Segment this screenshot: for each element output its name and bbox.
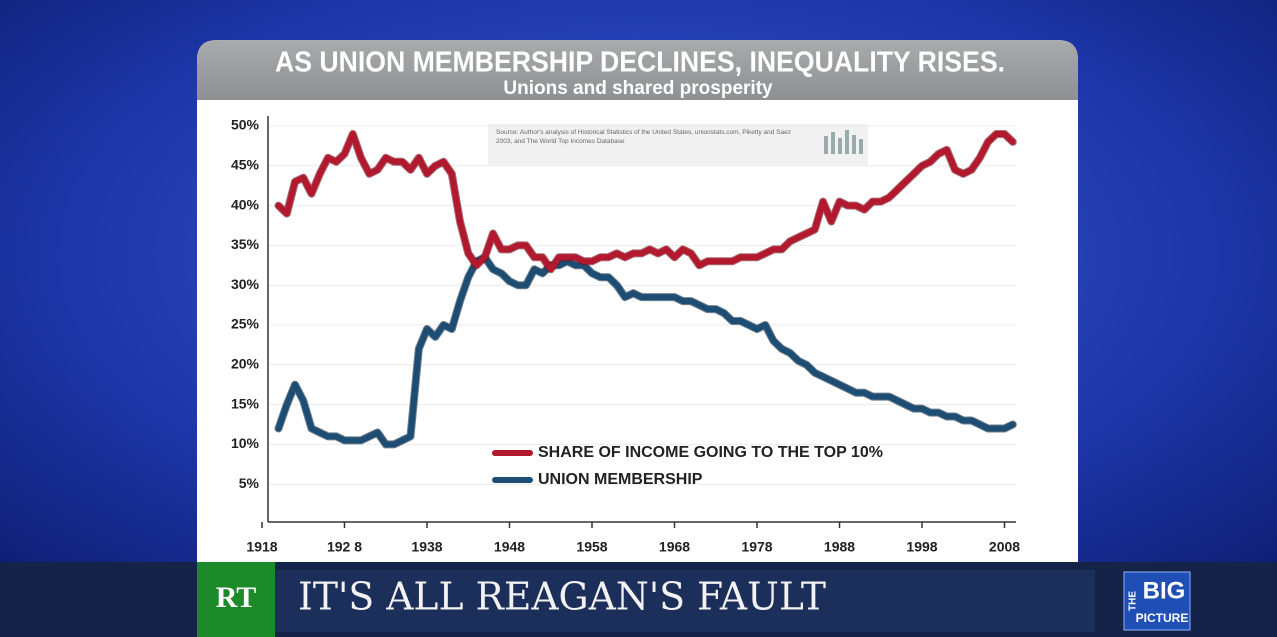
y-tick-label: 25% (231, 316, 260, 332)
source-wrap: Source: Author's analysis of Historical … (496, 129, 791, 145)
x-tick-label: 1978 (741, 539, 772, 555)
y-tick-label: 40% (231, 196, 260, 212)
legend-label: UNION MEMBERSHIP (538, 471, 703, 488)
headline: IT'S ALL REAGAN'S FAULT (298, 575, 826, 619)
x-tick-label: 2008 (989, 539, 1020, 555)
y-tick-label: 50% (231, 117, 260, 133)
x-tick-label: 1988 (824, 539, 855, 555)
chart-header (197, 40, 1078, 100)
channel-box (197, 562, 275, 637)
show-logo-big: BIG (1143, 577, 1186, 604)
chart-title: AS UNION MEMBERSHIP DECLINES, INEQUALITY… (275, 47, 1005, 79)
y-tick-label: 5% (239, 475, 260, 491)
show-logo-box (1123, 571, 1191, 631)
y-tick-label: 15% (231, 395, 260, 411)
y-tick-label: 30% (231, 276, 260, 292)
y-tick-label: 20% (231, 356, 260, 372)
series-line (275, 254, 1016, 448)
x-tick-label: 1968 (659, 539, 690, 555)
chart-subtitle: Unions and shared prosperity (503, 78, 773, 99)
headline-box (275, 570, 1095, 632)
y-tick-label: 10% (231, 435, 260, 451)
x-tick-label: 1938 (411, 539, 442, 555)
plot: 5% 10% 15% 20% 25% 30% 35% 40% 45% 50% 1918 192 8 19… (231, 117, 1020, 555)
source-box (488, 124, 868, 166)
channel-logo: RT (216, 581, 257, 614)
source-logo (824, 130, 863, 154)
y-tick-label: 35% (231, 236, 260, 252)
x-tick-label: 1948 (494, 539, 525, 555)
legend-label: SHARE OF INCOME GOING TO THE TOP 10% (538, 444, 883, 461)
x-tick-label: 1918 (246, 539, 277, 555)
show-logo-picture: PICTURE (1136, 611, 1189, 625)
y-tick-label: 45% (231, 157, 260, 173)
series-line (275, 131, 1016, 273)
source-note: Source: Author's analysis of Historical … (496, 129, 791, 145)
x-tick-label: 1998 (906, 539, 937, 555)
x-tick-label: 1958 (576, 539, 607, 555)
show-logo-the: THE (1128, 591, 1139, 611)
x-tick-label: 192 8 (327, 539, 362, 555)
chart-panel (197, 40, 1078, 562)
